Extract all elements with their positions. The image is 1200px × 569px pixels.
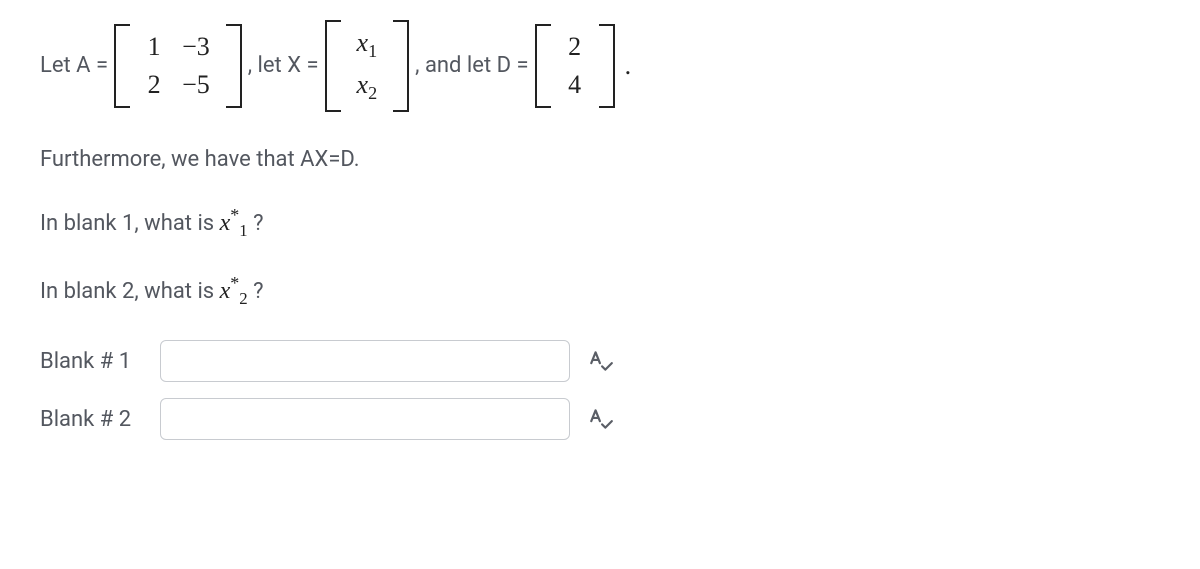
var-x: x <box>220 278 231 304</box>
matrix-x-r2: x2 <box>347 66 388 108</box>
matrix-a-r2c2: −5 <box>172 66 220 104</box>
x1-star-var: x*1 <box>220 210 248 236</box>
answer-row-1: Blank # 1 <box>40 340 1160 382</box>
var-x: x <box>357 28 369 57</box>
answer-section: Blank # 1 Blank # 2 <box>40 340 1160 440</box>
spellcheck-icon[interactable] <box>588 348 614 374</box>
bracket-left <box>114 24 130 108</box>
var-x: x <box>220 210 231 236</box>
matrix-a: 1 −3 2 −5 <box>114 24 242 108</box>
x2-star-var: x*2 <box>220 278 248 304</box>
bracket-right <box>393 20 409 112</box>
blank2-prefix: In blank 2, what is <box>40 279 220 304</box>
period: . <box>625 45 632 87</box>
blank-1-label: Blank # 1 <box>40 344 160 379</box>
sub-1: 1 <box>368 41 377 61</box>
para-furthermore: Furthermore, we have that AX=D. <box>40 142 1160 177</box>
matrix-a-r1c2: −3 <box>172 28 220 66</box>
text-let-a: Let A = <box>40 48 108 83</box>
qmark: ? <box>248 211 264 236</box>
text-and-d: , and let D = <box>415 48 528 83</box>
blank1-prefix: In blank 1, what is <box>40 211 220 236</box>
var-x: x <box>357 70 369 99</box>
super-star: * <box>230 273 239 293</box>
spellcheck-icon[interactable] <box>588 406 614 432</box>
matrix-d-r2: 4 <box>557 66 593 104</box>
matrix-d-content: 2 4 <box>551 24 599 108</box>
blank-1-input[interactable] <box>160 340 570 382</box>
bracket-left <box>325 20 341 112</box>
text-let-x: , let X = <box>248 48 319 83</box>
matrix-d: 2 4 <box>535 24 615 108</box>
sub-2: 2 <box>239 288 247 307</box>
bracket-right <box>226 24 242 108</box>
qmark: ? <box>248 279 264 304</box>
matrix-a-r2c1: 2 <box>136 66 172 104</box>
matrix-x: x1 x2 <box>325 20 410 112</box>
matrix-definition-line: Let A = 1 −3 2 −5 , let X = x1 <box>40 20 1160 112</box>
sub-2: 2 <box>368 83 377 103</box>
bracket-left <box>535 24 551 108</box>
matrix-a-content: 1 −3 2 −5 <box>130 24 226 108</box>
blank-2-label: Blank # 2 <box>40 402 160 437</box>
answer-row-2: Blank # 2 <box>40 398 1160 440</box>
sub-1: 1 <box>239 221 247 240</box>
bracket-right <box>599 24 615 108</box>
matrix-d-r1: 2 <box>557 28 593 66</box>
question-blank-1: In blank 1, what is x*1 ? <box>40 201 1160 245</box>
question-blank-2: In blank 2, what is x*2 ? <box>40 269 1160 313</box>
super-star: * <box>230 205 239 225</box>
matrix-a-r1c1: 1 <box>136 28 172 66</box>
matrix-x-content: x1 x2 <box>341 20 394 112</box>
blank-2-input[interactable] <box>160 398 570 440</box>
matrix-x-r1: x1 <box>347 24 388 66</box>
